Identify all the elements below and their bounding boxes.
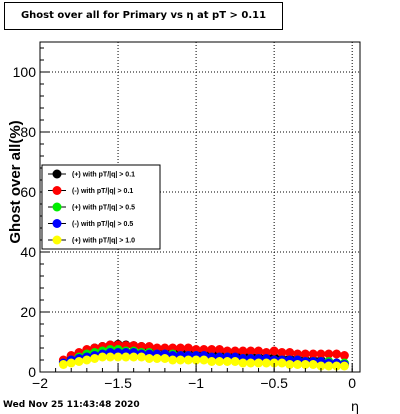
data-point: [230, 357, 240, 366]
y-tick-label: 80: [20, 124, 36, 140]
y-tick-labels: 0 20 40 60 80 100: [13, 64, 37, 380]
data-point: [246, 346, 256, 356]
y-tick-label: 100: [13, 64, 37, 80]
data-point: [82, 355, 92, 365]
axis-ticks: [39, 47, 353, 373]
data-point: [277, 348, 287, 357]
data-point: [215, 345, 225, 354]
legend-marker: [52, 235, 62, 245]
data-point: [160, 354, 170, 363]
data-point: [300, 360, 310, 369]
x-tick-label: −0.5: [260, 375, 288, 391]
data-point: [293, 360, 303, 369]
data-point: [207, 345, 217, 354]
data-point: [58, 360, 68, 369]
x-tick-label: −1: [188, 375, 204, 391]
footer-timestamp: Wed Nov 25 11:43:48 2020: [3, 400, 140, 410]
legend-marker: [52, 186, 62, 195]
data-point: [199, 355, 209, 365]
data-point: [66, 358, 76, 368]
x-tick-label: −1.5: [104, 375, 132, 391]
data-point: [246, 358, 256, 368]
data-point: [332, 349, 342, 359]
data-point: [152, 354, 162, 363]
data-point: [269, 346, 279, 356]
data-point: [90, 354, 100, 363]
data-point: [215, 357, 225, 366]
data-point: [175, 343, 185, 353]
series-4: [58, 352, 349, 371]
y-tick-label: 20: [20, 304, 36, 320]
data-point: [113, 352, 123, 362]
data-point: [285, 348, 295, 357]
data-point: [316, 349, 326, 359]
x-tick-labels: −2 −1.5 −1 −0.5 0: [32, 375, 356, 391]
data-point: [339, 361, 349, 371]
y-axis-label: Ghost over all(%): [7, 120, 24, 243]
data-point: [144, 354, 154, 363]
y-tick-label: 60: [20, 184, 36, 200]
data-point: [324, 349, 334, 359]
title-box: Ghost over all for Primary vs η at pT > …: [4, 2, 283, 30]
x-tick-label: −2: [32, 375, 48, 391]
x-axis-label: η: [351, 400, 359, 414]
data-point: [308, 349, 318, 359]
legend-label: (+) with pT/|q| > 0.1: [72, 172, 135, 179]
chart-title: Ghost over all for Primary vs η at pT > …: [20, 10, 267, 21]
data-point: [316, 361, 326, 371]
legend-label: (+) with pT/|q| > 1.0: [72, 238, 135, 245]
data-point: [222, 357, 232, 366]
data-point: [191, 355, 201, 365]
data-point: [207, 357, 217, 366]
data-point: [332, 361, 342, 371]
data-point: [324, 361, 334, 371]
data-point: [168, 355, 178, 365]
plot-frame: [39, 41, 361, 373]
data-point: [129, 352, 139, 362]
data-point: [183, 355, 193, 365]
legend-marker: [52, 219, 62, 228]
legend-marker: [52, 169, 62, 179]
legend-label: (+) with pT/|q| > 0.5: [72, 205, 135, 212]
data-point: [238, 346, 248, 356]
data-point: [105, 352, 115, 362]
data-point: [238, 358, 248, 368]
y-tick-label: 0: [28, 364, 36, 380]
data-point: [261, 358, 271, 368]
data-point: [277, 358, 287, 368]
legend-label: (-) with pT/|q| > 0.5: [72, 221, 133, 228]
data-point: [136, 352, 146, 362]
legend-marker: [52, 202, 62, 212]
data-point: [300, 349, 310, 359]
data-point: [254, 346, 264, 356]
data-point: [74, 357, 84, 366]
data-point: [97, 352, 107, 362]
data-point: [121, 352, 131, 362]
data-point: [175, 355, 185, 365]
data-point: [183, 343, 193, 353]
data-point: [308, 360, 318, 369]
data-point: [254, 358, 264, 368]
x-tick-label: 0: [348, 375, 356, 391]
legend-label: (-) with pT/|q| > 0.1: [72, 188, 133, 195]
y-tick-label: 40: [20, 244, 36, 260]
data-point: [339, 351, 349, 360]
legend: (+) with pT/|q| > 0.1 (-) with pT/|q| > 0…: [41, 164, 161, 250]
data-markers: [58, 339, 349, 371]
data-point: [285, 360, 295, 369]
